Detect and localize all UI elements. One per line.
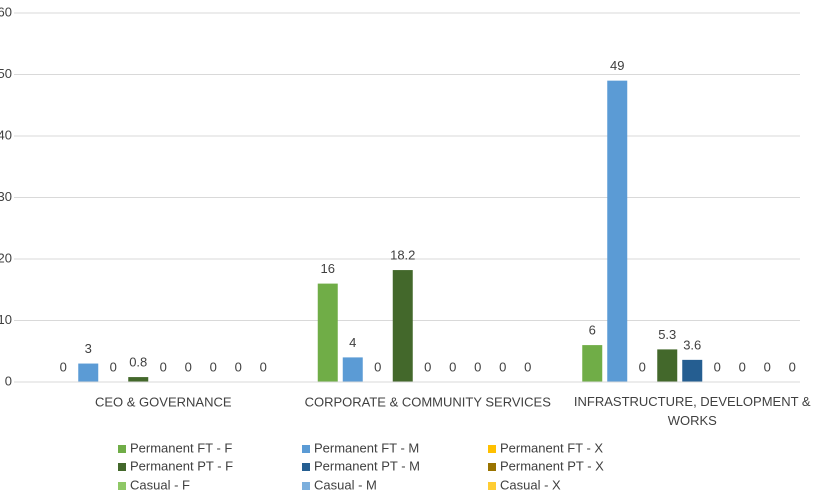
data-label: 0: [260, 359, 267, 374]
legend-swatch: [488, 463, 496, 471]
legend-label: Casual - X: [500, 477, 561, 492]
data-label: 0: [639, 359, 646, 374]
x-tick-label: INFRASTRUCTURE, DEVELOPMENT & WORKS: [574, 394, 811, 428]
legend-label: Permanent FT - F: [130, 440, 232, 455]
y-tick-label: 50: [0, 66, 12, 81]
data-label: 5.3: [658, 327, 676, 342]
bar: [582, 345, 603, 382]
bar: [317, 283, 338, 382]
legend-label: Permanent FT - M: [314, 440, 419, 455]
bar: [392, 270, 413, 382]
legend-swatch: [302, 463, 310, 471]
data-label: 16: [321, 261, 335, 276]
bar: [607, 80, 628, 383]
data-label: 0: [424, 359, 431, 374]
x-tick-label: CORPORATE & COMMUNITY SERVICES: [305, 394, 552, 409]
y-tick-label: 40: [0, 127, 12, 142]
data-label: 3: [85, 341, 92, 356]
legend-label: Permanent PT - F: [130, 458, 233, 473]
data-label: 0: [185, 359, 192, 374]
data-label: 0.8: [129, 355, 147, 370]
data-label: 0: [714, 359, 721, 374]
data-label: 4: [349, 335, 356, 350]
legend-swatch: [118, 463, 126, 471]
data-label: 18.2: [390, 248, 415, 263]
bar: [657, 349, 678, 382]
legend-label: Permanent PT - M: [314, 458, 420, 473]
y-tick-label: 60: [0, 4, 12, 19]
data-label: 49: [610, 58, 624, 73]
bar: [78, 363, 99, 382]
data-label: 0: [449, 359, 456, 374]
bar: [342, 357, 363, 382]
data-label: 0: [474, 359, 481, 374]
data-label: 0: [739, 359, 746, 374]
data-label: 0: [764, 359, 771, 374]
legend-label: Casual - M: [314, 477, 377, 492]
bar: [682, 359, 703, 382]
legend-swatch: [488, 482, 496, 490]
data-label: 0: [524, 359, 531, 374]
legend-swatch: [118, 445, 126, 453]
legend-label: Casual - F: [130, 477, 190, 492]
data-label: 0: [160, 359, 167, 374]
data-label: 6: [589, 323, 596, 338]
x-tick-label: CEO & GOVERNANCE: [95, 394, 232, 409]
legend-label: Permanent FT - X: [500, 440, 603, 455]
data-label: 3.6: [683, 337, 701, 352]
data-label: 0: [60, 359, 67, 374]
data-label: 0: [374, 359, 381, 374]
legend-label: Permanent PT - X: [500, 458, 604, 473]
data-label: 0: [235, 359, 242, 374]
data-label: 0: [110, 359, 117, 374]
bar: [128, 377, 149, 382]
legend-swatch: [302, 445, 310, 453]
legend-swatch: [488, 445, 496, 453]
y-tick-label: 10: [0, 312, 12, 327]
y-tick-label: 20: [0, 250, 12, 265]
y-tick-label: 30: [0, 189, 12, 204]
legend-swatch: [302, 482, 310, 490]
legend-swatch: [118, 482, 126, 490]
data-label: 0: [789, 359, 796, 374]
y-tick-label: 0: [5, 373, 12, 388]
data-label: 0: [210, 359, 217, 374]
data-label: 0: [499, 359, 506, 374]
